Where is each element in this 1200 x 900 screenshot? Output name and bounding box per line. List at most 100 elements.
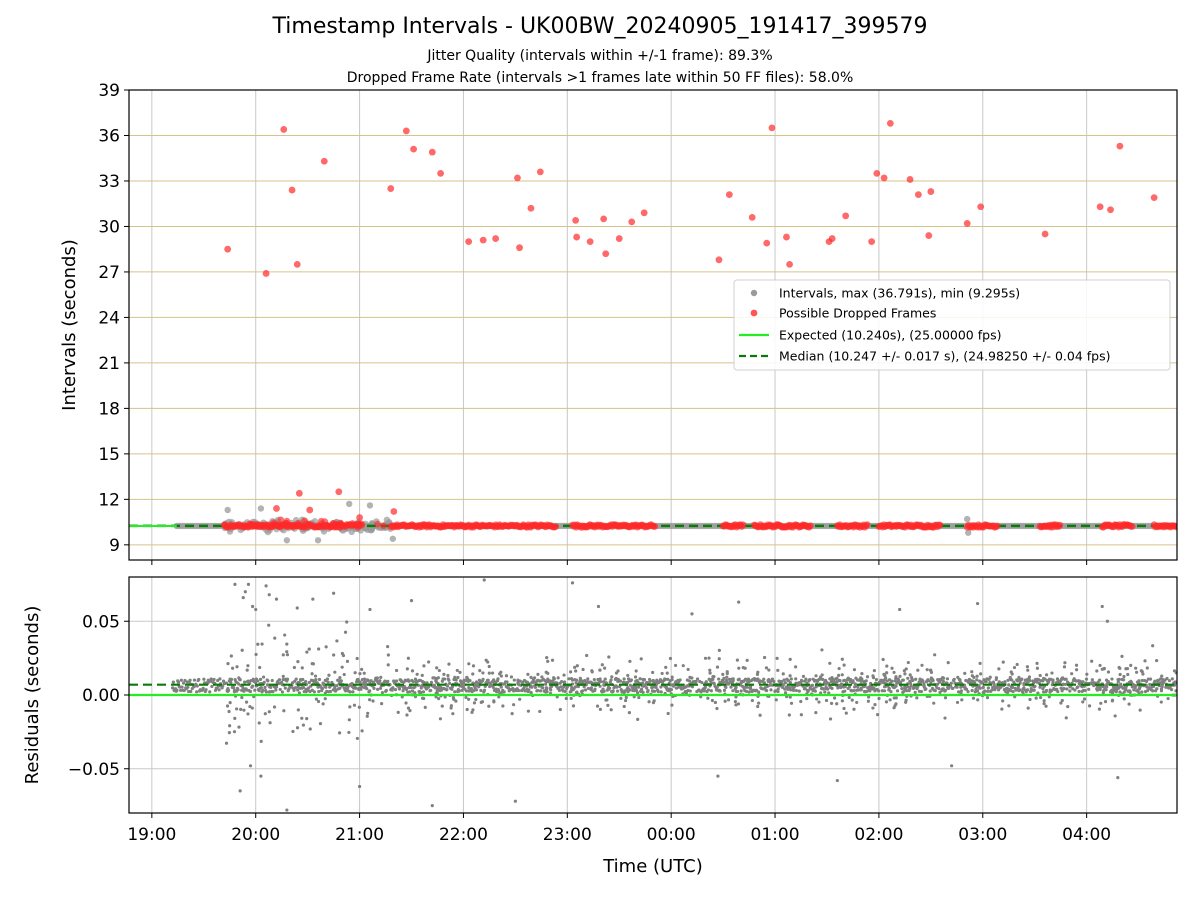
residual-point bbox=[567, 677, 571, 681]
residual-point bbox=[1151, 689, 1155, 693]
residual-point bbox=[882, 685, 887, 689]
dropped-frame-point bbox=[600, 215, 608, 223]
residual-point bbox=[516, 678, 520, 682]
legend-expected-label: Expected (10.240s), (25.00000 fps) bbox=[779, 328, 1001, 343]
residual-point bbox=[580, 679, 585, 683]
y-tick-label: 39 bbox=[98, 81, 120, 101]
residual-point bbox=[397, 686, 401, 690]
residual-point bbox=[827, 691, 831, 695]
residual-point bbox=[354, 686, 358, 690]
residual-point bbox=[870, 687, 874, 691]
residual-point bbox=[1174, 689, 1177, 693]
residual-point bbox=[837, 666, 841, 671]
residual-point bbox=[405, 713, 409, 717]
residual-point bbox=[492, 678, 496, 682]
residual-point bbox=[1090, 659, 1094, 663]
residual-point bbox=[811, 689, 815, 693]
residual-point bbox=[386, 653, 390, 657]
residual-point bbox=[360, 729, 364, 733]
residual-point bbox=[574, 669, 578, 673]
residual-point bbox=[715, 685, 719, 689]
residual-point bbox=[797, 689, 801, 693]
residual-point bbox=[666, 677, 670, 681]
legend-interval-marker bbox=[750, 289, 758, 297]
legend-dropped-marker bbox=[750, 309, 758, 317]
residual-point bbox=[615, 685, 619, 689]
dropped-frame-point bbox=[1107, 206, 1114, 214]
residual-point bbox=[260, 642, 264, 646]
dropped-frame-point bbox=[536, 168, 544, 176]
residual-point bbox=[970, 670, 974, 674]
residual-point bbox=[677, 680, 681, 684]
residual-point bbox=[659, 690, 663, 694]
residual-point bbox=[936, 678, 940, 682]
residual-point bbox=[724, 685, 728, 690]
residual-point bbox=[586, 686, 591, 691]
residual-point bbox=[474, 680, 479, 684]
residual-point bbox=[960, 698, 964, 702]
residual-point bbox=[423, 705, 427, 709]
residual-point bbox=[871, 706, 875, 710]
residual-point bbox=[265, 683, 270, 687]
residual-point bbox=[352, 703, 357, 707]
residual-point bbox=[482, 578, 486, 582]
residual-point bbox=[1138, 708, 1142, 712]
residual-point bbox=[848, 677, 853, 682]
residual-point bbox=[1102, 666, 1106, 671]
residual-point bbox=[855, 700, 859, 705]
residual-point bbox=[366, 711, 370, 715]
residual-point bbox=[246, 712, 250, 716]
residual-point bbox=[1010, 678, 1014, 682]
residual-point bbox=[462, 678, 466, 682]
residual-point bbox=[1082, 697, 1087, 701]
residual-point bbox=[297, 691, 302, 695]
residual-point bbox=[959, 689, 964, 693]
dropped-frame-point bbox=[374, 520, 382, 528]
residual-point bbox=[427, 660, 431, 664]
dropped-frame-point bbox=[301, 517, 309, 525]
residual-point bbox=[1097, 707, 1102, 711]
residual-point bbox=[880, 689, 884, 693]
residual-point bbox=[398, 678, 402, 682]
residual-point bbox=[1160, 683, 1165, 687]
residual-point bbox=[808, 687, 812, 691]
residual-point bbox=[261, 675, 266, 679]
residual-point bbox=[229, 654, 233, 658]
residual-point bbox=[866, 699, 870, 703]
residual-point bbox=[963, 686, 967, 690]
residual-point bbox=[717, 657, 721, 661]
residual-point bbox=[208, 690, 212, 694]
interval-point bbox=[345, 500, 353, 508]
residual-point bbox=[952, 677, 956, 681]
residual-point bbox=[898, 607, 902, 612]
residual-point bbox=[610, 675, 614, 679]
residual-point bbox=[1128, 689, 1132, 693]
residual-point bbox=[347, 718, 351, 722]
residual-point bbox=[421, 680, 425, 684]
residual-point bbox=[990, 688, 994, 692]
dropped-frame-point bbox=[258, 521, 266, 529]
residual-point bbox=[992, 682, 996, 687]
interval-point bbox=[389, 535, 397, 542]
residual-point bbox=[516, 681, 520, 685]
residual-point bbox=[368, 607, 372, 612]
residual-point bbox=[619, 696, 623, 700]
residual-point bbox=[788, 674, 792, 678]
residual-point bbox=[725, 680, 729, 684]
dropped-frame-point bbox=[410, 145, 417, 153]
residual-point bbox=[734, 695, 738, 699]
residual-point bbox=[1056, 689, 1060, 694]
residual-point bbox=[1062, 665, 1067, 669]
residual-point bbox=[975, 674, 979, 678]
dropped-frame-point bbox=[936, 521, 944, 529]
dropped-frame-point bbox=[786, 260, 793, 268]
residual-point bbox=[310, 672, 314, 676]
residual-point bbox=[1147, 686, 1151, 690]
residual-point bbox=[1170, 677, 1174, 681]
residual-point bbox=[532, 680, 536, 684]
residual-point bbox=[362, 686, 367, 690]
residual-point bbox=[1015, 662, 1019, 667]
residual-point bbox=[894, 696, 898, 700]
residual-point bbox=[378, 686, 383, 691]
residual-point bbox=[993, 685, 997, 690]
